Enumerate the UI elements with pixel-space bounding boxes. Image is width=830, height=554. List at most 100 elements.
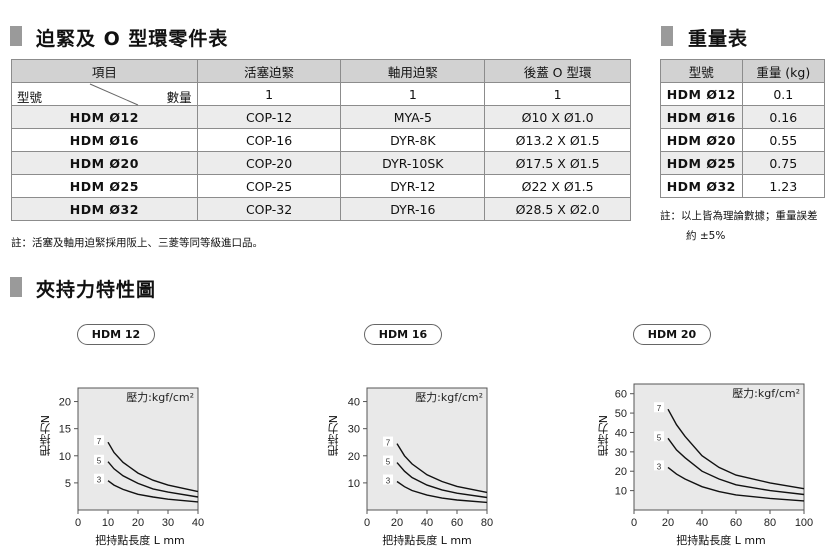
diagonal-line — [89, 83, 139, 106]
header-shaft-seal: 軸用迫緊 — [340, 59, 486, 83]
row-weight: 0.75 — [741, 151, 826, 175]
chart-x-label: 把持點長度 L mm — [676, 534, 766, 547]
x-tick-label: 0 — [75, 517, 81, 529]
series-line-5 — [667, 437, 805, 496]
row-weight: 1.23 — [741, 174, 826, 198]
table-row: HDM Ø12 COP-12 MYA-5 Ø10 X Ø1.0 — [11, 105, 631, 129]
x-tick-label: 0 — [631, 517, 637, 529]
x-tick-label: 10 — [102, 517, 114, 529]
row-oring: Ø22 X Ø1.5 — [484, 174, 631, 198]
header-piston-seal: 活塞迫緊 — [196, 59, 342, 83]
series-label: 7 — [386, 439, 391, 448]
y-tick-label: 40 — [615, 427, 627, 439]
series-label: 3 — [386, 477, 391, 486]
section-marker — [10, 277, 22, 297]
row-model: HDM Ø12 — [11, 105, 198, 129]
chart-hdm12: 5 10 15 20 0 10 20 30 40 壓力:kgf/cm² 7 5 3 — [59, 387, 204, 529]
chart-x-label: 把持點長度 L mm — [382, 534, 472, 547]
row-weight: 0.16 — [741, 105, 826, 129]
table-row: HDM Ø25 COP-25 DYR-12 Ø22 X Ø1.5 — [11, 174, 631, 198]
series-label-bg — [654, 460, 664, 471]
model-label: 型號 — [17, 90, 43, 105]
row-model: HDM Ø25 — [660, 151, 743, 175]
row-model: HDM Ø25 — [11, 174, 198, 198]
row-model: HDM Ø20 — [11, 151, 198, 175]
x-tick-label: 20 — [391, 517, 403, 529]
series-label: 5 — [386, 458, 391, 467]
row-weight: 0.1 — [741, 82, 826, 106]
series-line-5 — [396, 462, 488, 499]
x-tick-label: 60 — [730, 517, 742, 529]
chart-x-label: 把持點長度 L mm — [95, 534, 185, 547]
row-oring: Ø13.2 X Ø1.5 — [484, 128, 631, 152]
quantity-label: 數量 — [166, 90, 192, 105]
series-label-bg — [654, 431, 664, 442]
row-model: HDM Ø20 — [660, 128, 743, 152]
y-tick-label: 20 — [348, 451, 360, 463]
table-row: HDM Ø32 COP-32 DYR-16 Ø28.5 X Ø2.0 — [11, 197, 631, 221]
weight-table-header: 型號 重量 (kg) — [660, 59, 826, 83]
row-oring: Ø17.5 X Ø1.5 — [484, 151, 631, 175]
parts-table: 項目 活塞迫緊 軸用迫緊 後蓋 O 型環 型號 數量 1 1 1 HDM Ø12… — [11, 59, 631, 221]
series-label-bg — [94, 473, 104, 484]
y-tick-label: 50 — [615, 408, 627, 420]
table-row: HDM Ø32 1.23 — [660, 174, 826, 198]
table-row: HDM Ø12 0.1 — [660, 82, 826, 106]
y-tick-label: 20 — [59, 397, 71, 409]
header-oring: 後蓋 O 型環 — [484, 59, 631, 83]
diagonal-header-cell: 型號 數量 — [11, 82, 198, 106]
header-model: 型號 — [660, 59, 743, 83]
chart-hdm20: 10 20 30 40 50 60 0 20 40 60 80 100 壓力:kgf/cm² 7 5 3 — [615, 383, 813, 529]
series-label-bg — [94, 454, 104, 465]
chart-title-badge: HDM 20 — [633, 324, 711, 345]
plot-area — [77, 387, 199, 511]
y-tick-label: 5 — [65, 478, 71, 490]
series-label: 5 — [97, 457, 102, 466]
plot-area — [366, 387, 488, 511]
quantity-piston: 1 — [196, 82, 342, 106]
series-line-5 — [107, 461, 199, 498]
y-tick-label: 60 — [615, 389, 627, 401]
row-shaft: DYR-10SK — [340, 151, 486, 175]
table-row: HDM Ø25 0.75 — [660, 151, 826, 175]
row-shaft: DYR-16 — [340, 197, 486, 221]
parts-table-header: 項目 活塞迫緊 軸用迫緊 後蓋 O 型環 — [11, 59, 631, 83]
series-line-7 — [667, 408, 805, 490]
table-row: HDM Ø20 0.55 — [660, 128, 826, 152]
quantity-oring: 1 — [484, 82, 631, 106]
series-line-7 — [396, 443, 488, 494]
weight-note-line1: 註：以上皆為理論數據；重量誤差 — [660, 210, 818, 222]
series-line-3 — [107, 480, 199, 503]
chart-title-badge: HDM 12 — [77, 324, 155, 345]
row-oring: Ø10 X Ø1.0 — [484, 105, 631, 129]
row-shaft: DYR-12 — [340, 174, 486, 198]
y-tick-label: 15 — [59, 424, 71, 436]
quantity-row: 型號 數量 1 1 1 — [11, 82, 631, 106]
series-label: 7 — [657, 404, 662, 413]
table-row: HDM Ø16 0.16 — [660, 105, 826, 129]
row-piston: COP-20 — [196, 151, 342, 175]
x-tick-label: 40 — [421, 517, 433, 529]
y-tick-label: 40 — [348, 397, 360, 409]
x-tick-label: 100 — [795, 517, 813, 529]
series-label-bg — [383, 455, 393, 466]
y-tick-label: 10 — [615, 486, 627, 498]
weight-note-line2: 約 ±5% — [686, 230, 726, 242]
x-tick-label: 60 — [451, 517, 463, 529]
row-model: HDM Ø16 — [11, 128, 198, 152]
parts-note: 註：活塞及軸用迫緊採用阪上、三菱等同等級進口品。 — [11, 237, 263, 249]
row-model: HDM Ø12 — [660, 82, 743, 106]
y-tick-label: 30 — [615, 447, 627, 459]
x-tick-label: 20 — [132, 517, 144, 529]
series-line-3 — [396, 480, 488, 504]
chart-title-badge: HDM 16 — [364, 324, 442, 345]
x-tick-label: 40 — [696, 517, 708, 529]
row-oring: Ø28.5 X Ø2.0 — [484, 197, 631, 221]
series-label-bg — [94, 435, 104, 446]
series-line-3 — [667, 466, 805, 502]
series-label: 5 — [657, 433, 662, 442]
row-weight: 0.55 — [741, 128, 826, 152]
section-marker — [661, 26, 673, 46]
x-tick-label: 40 — [192, 517, 204, 529]
chart-section-title: 夾持力特性圖 — [36, 279, 157, 301]
